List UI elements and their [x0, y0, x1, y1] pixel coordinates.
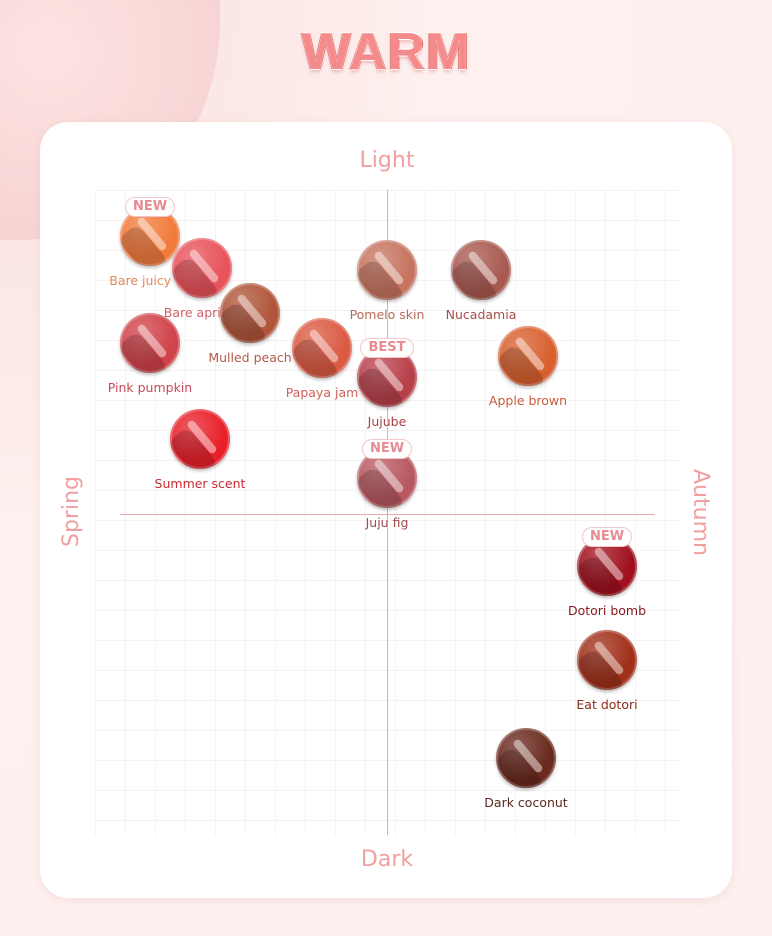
- shade-label: Papaya jam: [285, 385, 359, 400]
- shade-label: Dark coconut: [484, 795, 568, 810]
- shade-label: Nucadamia: [445, 307, 517, 322]
- shade-swatch[interactable]: [357, 240, 417, 300]
- badge-wrapper: NEW: [567, 525, 647, 547]
- badge-wrapper: NEW: [110, 195, 190, 217]
- shade-swatch[interactable]: [496, 728, 556, 788]
- horizontal-axis: [120, 514, 655, 515]
- page-title: WARM: [301, 23, 471, 81]
- shade-swatch[interactable]: [220, 283, 280, 343]
- axis-label-dark: Dark: [360, 847, 414, 872]
- shade-swatch[interactable]: [170, 409, 230, 469]
- axis-label-spring: Spring: [59, 476, 84, 548]
- badge-wrapper: NEW: [347, 437, 427, 459]
- shade-label: Juju fig: [365, 515, 409, 530]
- shade-label: Apple brown: [488, 393, 568, 408]
- shade-label: Pink pumpkin: [107, 380, 193, 395]
- shade-swatch[interactable]: [120, 313, 180, 373]
- shade-label: Eat dotori: [576, 697, 638, 712]
- shade-label: Dotori bomb: [567, 603, 647, 618]
- axis-label-autumn: Autumn: [688, 468, 713, 556]
- shade-swatch[interactable]: [451, 240, 511, 300]
- shade-label: Mulled peach: [208, 350, 292, 365]
- shade-label: Summer scent: [154, 476, 246, 491]
- badge-wrapper: BEST: [347, 336, 427, 358]
- shade-label: Jujube: [367, 414, 407, 429]
- shade-swatch[interactable]: [172, 238, 232, 298]
- badge-new: NEW: [581, 527, 633, 547]
- shade-swatch[interactable]: [498, 326, 558, 386]
- badge-best: BEST: [360, 338, 414, 358]
- shade-swatch[interactable]: [292, 318, 352, 378]
- badge-new: NEW: [361, 439, 413, 459]
- shade-label: Bare juicy oh: [109, 273, 191, 288]
- vertical-axis: [387, 190, 388, 835]
- shade-swatch[interactable]: [577, 630, 637, 690]
- badge-new: NEW: [124, 197, 176, 217]
- shade-label: Pomelo skin: [349, 307, 425, 322]
- axis-label-light: Light: [359, 148, 415, 173]
